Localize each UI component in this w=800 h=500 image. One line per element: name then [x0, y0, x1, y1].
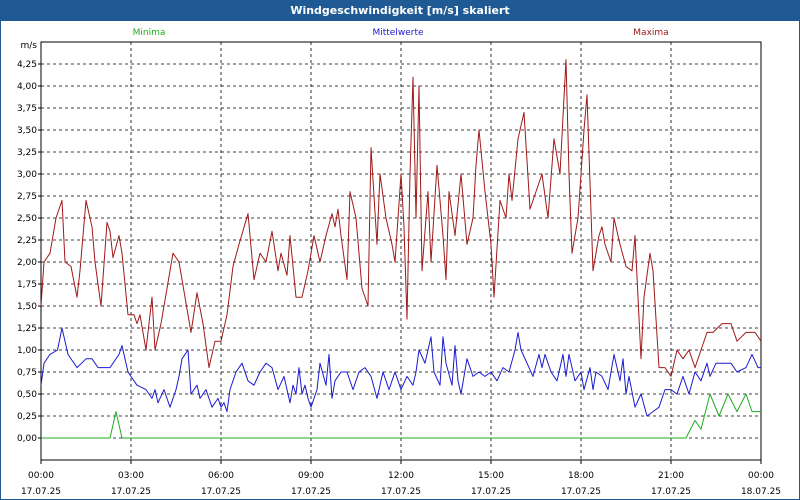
y-tick-label: 2,50: [17, 214, 37, 224]
x-tick-date: 18.07.25: [741, 487, 781, 497]
window-title: Windgeschwindigkeit [m/s] skaliert: [1, 1, 799, 21]
y-tick-label: 2,75: [17, 192, 37, 202]
legend-item-maxima: Maxima: [633, 28, 668, 38]
y-tick-label: 1,50: [17, 302, 37, 312]
y-axis-label: m/s: [21, 41, 38, 51]
x-tick-date: 17.07.25: [561, 487, 601, 497]
x-tick-time: 09:00: [298, 471, 324, 481]
x-tick-time: 15:00: [478, 471, 504, 481]
y-tick-label: 1,00: [17, 346, 37, 356]
x-tick-time: 21:00: [658, 471, 684, 481]
y-tick-label: 3,75: [17, 104, 37, 114]
x-tick-date: 17.07.25: [651, 487, 691, 497]
legend: Minima Mittelwerte Maxima: [133, 28, 669, 38]
legend-item-mittelwerte: Mittelwerte: [372, 28, 423, 38]
y-tick-label: 1,25: [17, 324, 37, 334]
y-tick-label: 0,00: [17, 434, 37, 444]
x-axis: 00:00 17.07.25 03:00 17.07.25 06:00 17.07.25 0…: [21, 460, 781, 497]
x-tick-date: 17.07.25: [21, 487, 61, 497]
y-tick-label: 2,25: [17, 236, 37, 246]
y-tick-label: 3,00: [17, 170, 37, 180]
y-tick-label: 4,00: [17, 82, 37, 92]
x-tick-date: 17.07.25: [381, 487, 421, 497]
x-tick-time: 00:00: [748, 471, 774, 481]
legend-item-minima: Minima: [133, 28, 166, 38]
series-line-mittelwerte: [40, 327, 761, 417]
y-tick-label: 3,50: [17, 126, 37, 136]
x-tick-date: 17.07.25: [471, 487, 511, 497]
y-tick-label: 0,25: [17, 412, 37, 422]
series-line-minima: [41, 393, 761, 439]
y-tick-label: 2,00: [17, 258, 37, 268]
x-tick-time: 18:00: [568, 471, 594, 481]
x-tick-time: 00:00: [28, 471, 54, 481]
x-tick-date: 17.07.25: [201, 487, 241, 497]
series-line-maxima: [40, 59, 762, 377]
y-tick-label: 0,75: [17, 368, 37, 378]
y-tick-label: 0,50: [17, 390, 37, 400]
x-tick-date: 17.07.25: [111, 487, 151, 497]
x-tick-date: 17.07.25: [291, 487, 331, 497]
x-tick-time: 06:00: [208, 471, 234, 481]
x-tick-time: 03:00: [118, 471, 144, 481]
y-tick-label: 3,25: [17, 148, 37, 158]
x-tick-time: 12:00: [388, 471, 414, 481]
y-axis: 0,00 0,25 0,50 0,75 1,00 1,25 1,50 1,75 2,00 2,25…: [17, 60, 41, 444]
y-tick-label: 1,75: [17, 280, 37, 290]
y-tick-label: 4,25: [17, 60, 37, 70]
series-lines: [40, 59, 762, 439]
